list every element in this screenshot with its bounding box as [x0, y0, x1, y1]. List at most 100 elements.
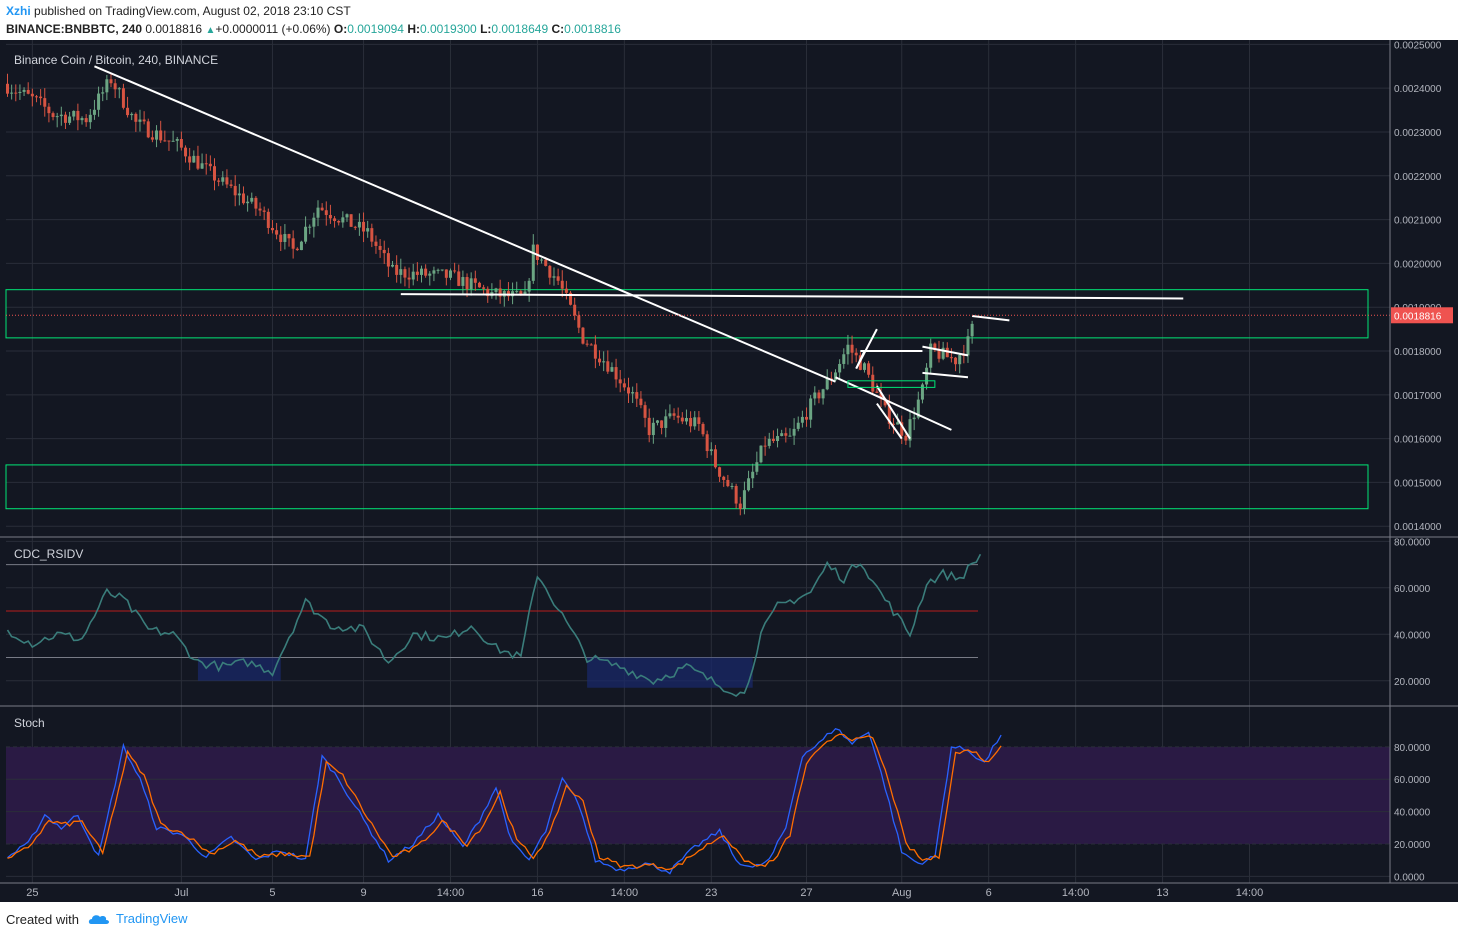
candle-body [896, 422, 900, 425]
candle-body [353, 226, 357, 228]
price-tick-label: 0.0018000 [1394, 347, 1442, 358]
candle-body [883, 398, 887, 406]
candle-body [213, 166, 216, 181]
candle-body [444, 269, 448, 278]
candle-body [43, 98, 47, 107]
candle-body [109, 79, 113, 84]
chart-canvas[interactable]: 0.0025000 0.0024000 0.0023000 0.0022000 0.00… [0, 40, 1458, 902]
rsi-pane[interactable]: CDC_RSIDV 80.0000 60.0000 40.0000 20.0000 [6, 537, 1431, 697]
candle-body [958, 354, 962, 365]
time-tick-label: 14:00 [611, 887, 639, 899]
candle-body [403, 269, 407, 278]
candle-body [366, 228, 370, 232]
candle-body [59, 114, 63, 117]
candle-body [879, 392, 883, 399]
candle-body [660, 420, 664, 428]
candle-body [270, 227, 274, 231]
author-link[interactable]: Xzhi [6, 4, 31, 18]
candle-body [304, 226, 308, 242]
candle-body [738, 503, 742, 509]
price-tick-label: 0.0017000 [1394, 391, 1442, 402]
candle-body [448, 270, 452, 278]
price-tick-label: 0.0024000 [1394, 84, 1442, 95]
candle-body [813, 392, 817, 399]
candle-body [34, 96, 38, 98]
candle-body [755, 462, 759, 472]
candle-body [933, 343, 937, 351]
candle-body [780, 433, 784, 437]
time-tick-label: 25 [26, 887, 38, 899]
candle-body [72, 110, 76, 117]
candle-body [92, 109, 96, 115]
price-tick-label: 0.0025000 [1394, 40, 1442, 51]
time-tick-label: 27 [800, 887, 812, 899]
last-price-tag [1391, 307, 1453, 324]
time-axis[interactable]: 25 Jul 5 9 14:00 16 14:00 23 27 Aug 6 14:00 13 14:00 [0, 883, 1458, 902]
trendline [922, 345, 969, 357]
candle-body [345, 214, 349, 218]
candle-body [14, 92, 18, 94]
candle-body [920, 384, 924, 400]
header: Xzhi published on TradingView.com, Augus… [0, 0, 1458, 40]
candle-body [842, 354, 846, 364]
stoch-pane[interactable]: Stoch 80.0000 60.0000 40.0000 20.0000 0.0000 [6, 716, 1431, 883]
candle-body [647, 417, 651, 436]
stoch-k-line [7, 727, 1002, 875]
candle-body [30, 93, 34, 97]
candle-body [163, 140, 167, 142]
high-label: H: [407, 22, 420, 36]
candle-body [800, 416, 804, 423]
candle-body [796, 422, 800, 429]
candle-body [420, 268, 423, 275]
candle-body [792, 428, 796, 436]
candle-body [705, 434, 709, 452]
candle-body [68, 116, 72, 123]
tradingview-link[interactable]: TradingView [88, 911, 188, 926]
candle-body [581, 327, 585, 344]
time-tick-label: 23 [705, 887, 717, 899]
time-tick-label: 16 [531, 887, 543, 899]
candle-body [548, 265, 552, 278]
candle-body [312, 217, 316, 227]
candle-body [809, 398, 813, 420]
candle-body [188, 156, 192, 163]
candle-body [759, 445, 763, 463]
time-tick-label: Jul [174, 887, 188, 899]
candle-body [283, 234, 287, 242]
candle-body [560, 280, 564, 289]
candle-body [333, 218, 337, 222]
candle-body [573, 304, 577, 316]
candle-body [506, 291, 510, 297]
candle-body [10, 92, 14, 94]
price-pane[interactable]: 0.0025000 0.0024000 0.0023000 0.0022000 0.00… [5, 40, 1453, 883]
candle-body [697, 417, 701, 424]
candle-body [295, 248, 299, 251]
candle-body [689, 417, 693, 427]
candle-body [482, 287, 486, 289]
time-tick-label: 13 [1156, 887, 1168, 899]
candle-body [84, 118, 88, 123]
close-label: C: [551, 22, 565, 36]
publish-line: Xzhi published on TradingView.com, Augus… [6, 4, 351, 18]
candle-body [709, 449, 713, 452]
candle-body [117, 88, 121, 90]
candle-body [929, 343, 933, 368]
candle-body [167, 140, 171, 142]
candle-body [184, 147, 188, 157]
candle-body [473, 278, 477, 283]
high-value: 0.0019300 [419, 22, 477, 36]
candle-body [457, 271, 461, 286]
candle-body [552, 276, 556, 278]
candle-body [718, 467, 722, 477]
candle-body [324, 210, 328, 215]
candle-body [378, 245, 382, 250]
candle-body [676, 415, 680, 418]
candle-body [395, 264, 399, 275]
candle-body [643, 405, 647, 418]
candle-body [891, 423, 895, 425]
candle-body [121, 88, 125, 108]
candle-body [871, 374, 875, 392]
candle-body [196, 155, 200, 169]
low-value: 0.0018649 [491, 22, 549, 36]
candle-body [407, 277, 411, 280]
